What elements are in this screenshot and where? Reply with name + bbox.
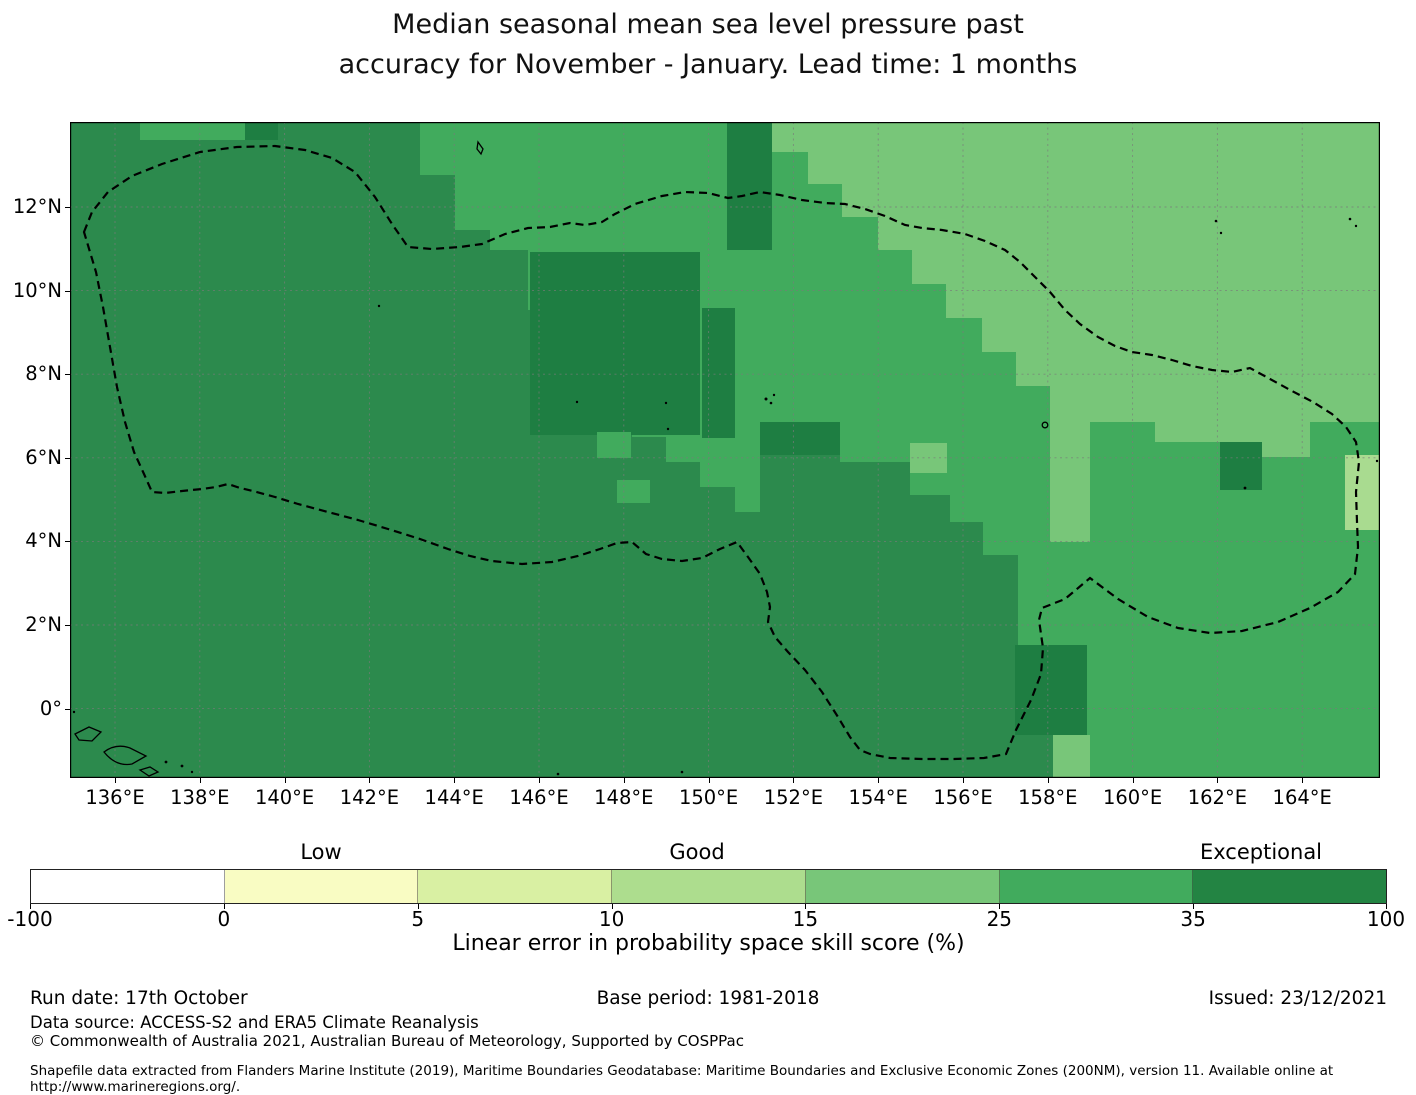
x-axis-tickmark: [115, 778, 116, 783]
y-tick-2n: 2°N: [25, 613, 62, 636]
colorbar-tick--100: -100: [7, 907, 53, 931]
y-axis-tickmark: [65, 541, 70, 543]
colorbar-segment: [999, 870, 1194, 903]
x-axis-tickmark: [963, 778, 964, 783]
map-region-light: [770, 122, 1380, 542]
y-axis-tickmark: [65, 457, 70, 459]
x-tick-156e: 156°E: [933, 786, 993, 809]
chart-title-line-1: Median seasonal mean sea level pressure …: [392, 9, 1024, 40]
x-axis-tickmark: [1217, 778, 1219, 783]
footer-shapefile-note: Shapefile data extracted from Flanders M…: [30, 1063, 1334, 1095]
colorbar-segment: [612, 870, 806, 903]
colorbar-tickmark: [805, 904, 807, 909]
footer-issued: Issued: 23/12/2021: [1208, 988, 1387, 1009]
plot-border: [70, 122, 1381, 778]
x-tick-164e: 164°E: [1272, 786, 1332, 809]
island-dots: [72, 217, 1379, 776]
skill-map: [70, 122, 1381, 778]
colorbar-segment: [224, 870, 419, 903]
x-tick-140e: 140°E: [254, 786, 315, 809]
colorbar-tick-0: 0: [217, 907, 231, 931]
x-axis-tickmark: [284, 778, 286, 783]
y-tick-6n: 6°N: [25, 445, 62, 469]
x-axis-tickmark: [1302, 778, 1304, 783]
footer-copyright: © Commonwealth of Australia 2021, Austra…: [30, 1032, 744, 1050]
x-tick-146e: 146°E: [509, 786, 569, 809]
x-axis-tickmark: [199, 778, 201, 783]
colorbar-tickmark: [223, 904, 225, 909]
colorbar-category-low: Low: [300, 840, 342, 864]
x-tick-152e: 152°E: [763, 786, 824, 809]
footer-data-source: Data source: ACCESS-S2 and ERA5 Climate …: [30, 1013, 479, 1032]
eez-boundary-dashed-line: [82, 144, 1361, 761]
y-axis-tickmark: [65, 290, 70, 292]
x-axis-tickmark: [1047, 778, 1049, 783]
x-tick-142e: 142°E: [339, 786, 400, 809]
colorbar-tick-100: 100: [1366, 907, 1406, 931]
colorbar: [30, 869, 1387, 904]
x-tick-160e: 160°E: [1102, 786, 1163, 809]
colorbar-tickmark: [30, 904, 31, 909]
colorbar-segment: [418, 870, 613, 903]
x-tick-158e: 158°E: [1018, 786, 1078, 809]
colorbar-category-exceptional: Exceptional: [1199, 840, 1323, 864]
y-tick-10n: 10°N: [12, 278, 62, 302]
colorbar-tickmark: [417, 904, 419, 909]
colorbar-tick-10: 10: [598, 907, 625, 931]
colorbar-tickmark: [611, 904, 613, 909]
footer-base-period: Base period: 1981-2018: [596, 988, 820, 1009]
x-axis-tickmark: [454, 778, 456, 783]
x-axis-tickmark: [878, 778, 880, 783]
map-region-darker-blocks: [245, 122, 1262, 735]
y-tick-0: 0°: [39, 696, 62, 720]
x-axis-tickmark: [708, 778, 710, 783]
chart-title-line-2: accuracy for November - January. Lead ti…: [338, 49, 1078, 80]
island-coastlines: [74, 140, 1049, 777]
x-tick-136e: 136°E: [85, 786, 145, 809]
colorbar-segment: [31, 870, 225, 903]
x-tick-144e: 144°E: [424, 786, 484, 809]
y-tick-8n: 8°N: [25, 362, 62, 386]
colorbar-tick-5: 5: [411, 907, 425, 931]
x-tick-148e: 148°E: [594, 786, 654, 809]
colorbar-tick-15: 15: [792, 907, 819, 931]
colorbar-tick-35: 35: [1180, 907, 1206, 931]
graticule-gridlines: [70, 122, 1380, 778]
map-region-small-patches: [140, 122, 1380, 778]
colorbar-segment: [1193, 870, 1387, 903]
x-axis-tickmark: [539, 778, 540, 783]
colorbar-axis-label: Linear error in probability space skill …: [452, 931, 965, 956]
y-axis-tickmark: [65, 708, 70, 710]
colorbar-category-good: Good: [669, 840, 725, 864]
map-plot-area: [70, 122, 1381, 778]
x-axis-tickmark: [623, 778, 625, 783]
x-axis-tickmark: [369, 778, 371, 783]
colorbar-tick-25: 25: [986, 907, 1013, 931]
y-axis-tickmark: [65, 207, 70, 208]
y-tick-12n: 12°N: [12, 195, 62, 218]
y-axis-tickmark: [65, 374, 70, 376]
footer-run-date: Run date: 17th October: [30, 988, 248, 1009]
colorbar-segment: [805, 870, 1000, 903]
colorbar-tickmark: [1386, 904, 1387, 909]
y-axis-tickmark: [65, 625, 70, 626]
x-axis-tickmark: [793, 778, 795, 783]
y-tick-4n: 4°N: [25, 529, 62, 553]
x-tick-138e: 138°E: [170, 786, 230, 809]
colorbar-tickmark: [1193, 904, 1195, 909]
x-tick-150e: 150°E: [678, 786, 739, 809]
x-tick-154e: 154°E: [848, 786, 908, 809]
colorbar-tickmark: [999, 904, 1001, 909]
x-tick-162e: 162°E: [1187, 786, 1248, 809]
x-axis-tickmark: [1132, 778, 1134, 783]
